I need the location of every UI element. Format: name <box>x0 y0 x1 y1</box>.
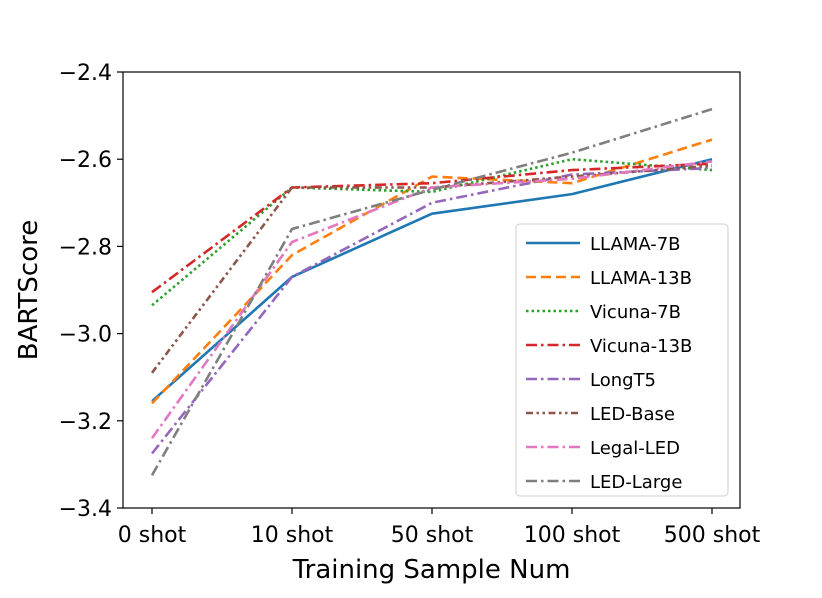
x-tick-label: 10 shot <box>251 523 334 548</box>
series-line-llama-7b <box>151 157 713 403</box>
legend-label: Vicuna-13B <box>590 336 692 357</box>
series-line-vicuna-7b <box>151 157 713 307</box>
legend-label: Vicuna-7B <box>590 302 681 323</box>
y-tick-label: −3.0 <box>59 323 112 348</box>
plot-frame <box>122 71 741 509</box>
series-line-vicuna-13b <box>151 162 713 294</box>
legend-label: LLAMA-7B <box>590 234 681 255</box>
ticks-layer: 0 shot 10 shot 50 shot 100 shot 500 shot −2.4… <box>59 61 761 548</box>
series-line-legal-led <box>150 160 713 439</box>
series-line-llama-13b <box>151 138 713 405</box>
legend-label: LED-Large <box>590 472 682 493</box>
legend-label: LLAMA-13B <box>590 268 692 289</box>
legend-label: Legal-LED <box>590 438 680 459</box>
y-axis-title: BARTScore <box>14 220 44 361</box>
series-layer <box>150 107 713 476</box>
legend-box <box>515 223 729 497</box>
x-tick-label: 100 shot <box>524 523 621 548</box>
y-tick-label: −2.8 <box>59 235 112 260</box>
x-tick-label: 50 shot <box>391 523 474 548</box>
y-tick-label: −3.4 <box>59 497 112 522</box>
x-tick-label: 0 shot <box>118 523 187 548</box>
y-tick-label: −2.4 <box>59 61 112 86</box>
y-tick-label: −2.6 <box>59 148 112 173</box>
legend: LLAMA-7B LLAMA-13B Vicuna-7B Vicuna-13B Long… <box>515 223 729 497</box>
x-tick-label: 500 shot <box>664 523 761 548</box>
legend-label: LED-Base <box>590 404 675 425</box>
y-tick-label: −3.2 <box>59 410 112 435</box>
series-line-led-large <box>150 107 713 476</box>
x-axis-title: Training Sample Num <box>292 555 571 585</box>
legend-label: LongT5 <box>590 370 656 391</box>
